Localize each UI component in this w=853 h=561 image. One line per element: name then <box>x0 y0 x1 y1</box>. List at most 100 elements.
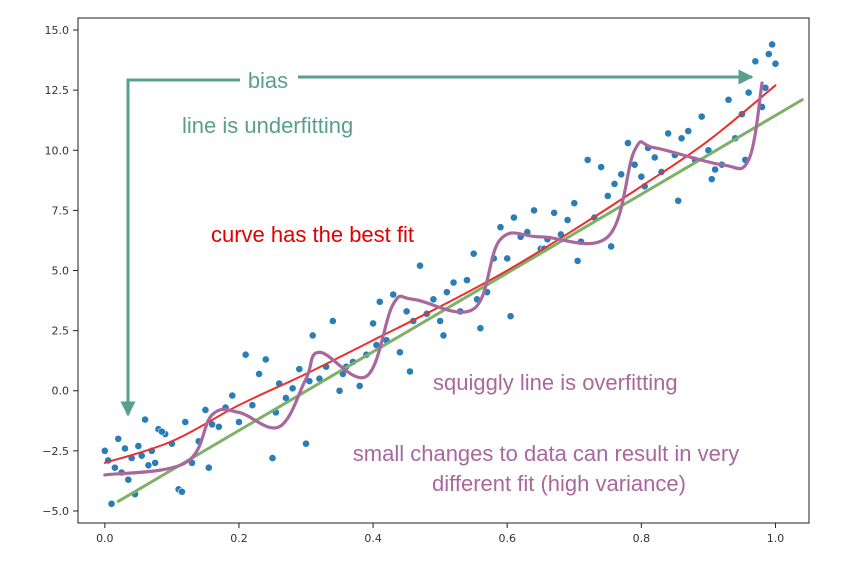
data-point <box>124 475 133 484</box>
data-point <box>214 422 223 431</box>
variance-label-line2: different fit (high variance) <box>432 471 686 496</box>
data-point <box>204 463 213 472</box>
data-point <box>100 446 109 455</box>
data-point <box>664 129 673 138</box>
data-point <box>429 295 438 304</box>
data-point <box>436 317 445 325</box>
data-point <box>228 391 237 400</box>
data-point <box>449 278 458 287</box>
data-point <box>121 444 129 453</box>
data-point <box>768 40 777 49</box>
data-point <box>530 206 538 215</box>
data-point <box>439 331 448 340</box>
data-point <box>402 307 411 316</box>
data-point <box>684 127 693 135</box>
data-point <box>771 59 780 68</box>
data-point <box>624 139 632 147</box>
data-point <box>563 216 572 224</box>
data-point <box>369 319 377 328</box>
overfitting-label: squiggly line is overfitting <box>433 370 678 395</box>
fit-lines <box>103 81 804 503</box>
data-point <box>107 499 116 508</box>
x-axis: 0.0 0.2 0.4 0.6 0.8 1.0 <box>96 523 784 545</box>
data-point <box>550 208 559 217</box>
data-point <box>506 312 515 321</box>
data-point <box>744 88 753 97</box>
data-point <box>573 256 582 265</box>
underfitting-label: line is underfitting <box>182 113 353 138</box>
data-point <box>637 172 646 181</box>
data-point <box>308 331 317 340</box>
y-tick-label: 7.5 <box>52 204 70 217</box>
y-tick-label: 15.0 <box>45 24 70 37</box>
data-point <box>463 276 471 285</box>
data-point <box>144 461 153 470</box>
data-point <box>697 112 706 121</box>
squiggle-line <box>103 81 764 477</box>
data-point <box>151 458 160 467</box>
best-fit-label: curve has the best fit <box>211 222 414 247</box>
data-point <box>295 365 304 373</box>
y-tick-label: 0.0 <box>52 385 70 398</box>
data-point <box>583 155 592 164</box>
x-tick-label: 0.6 <box>498 532 516 545</box>
data-point <box>607 242 616 251</box>
data-point <box>751 57 760 66</box>
data-point <box>496 223 505 232</box>
data-point <box>617 170 626 179</box>
data-point <box>711 165 720 174</box>
data-point <box>261 355 270 364</box>
data-point <box>241 350 250 359</box>
data-point <box>724 95 733 104</box>
x-tick-label: 0.0 <box>96 532 114 545</box>
x-tick-label: 0.2 <box>230 532 248 545</box>
data-point <box>328 317 337 325</box>
data-point <box>114 434 123 443</box>
x-tick-label: 0.4 <box>364 532 382 545</box>
data-point <box>110 463 119 472</box>
data-point <box>268 454 277 462</box>
variance-label-line1: small changes to data can result in very <box>353 441 739 466</box>
data-point <box>610 180 619 188</box>
data-point <box>134 442 143 450</box>
data-point <box>597 163 606 171</box>
data-point <box>375 297 384 306</box>
data-point <box>178 487 186 496</box>
x-tick-label: 0.8 <box>633 532 651 545</box>
data-point <box>442 288 451 297</box>
y-tick-label: 2.5 <box>52 325 70 338</box>
data-point <box>181 418 190 426</box>
data-point <box>396 348 404 357</box>
data-point <box>764 50 773 58</box>
bias-arrow-left <box>120 78 240 417</box>
y-tick-label: 5.0 <box>52 265 70 278</box>
data-point <box>157 427 166 436</box>
y-tick-label: −2.5 <box>42 445 69 458</box>
data-point <box>389 290 398 299</box>
data-point <box>510 213 518 222</box>
data-point <box>355 382 364 390</box>
y-tick-label: 12.5 <box>45 84 70 97</box>
data-point <box>570 199 579 208</box>
data-point <box>141 415 149 424</box>
data-point <box>335 386 344 395</box>
data-point <box>416 261 424 270</box>
y-tick-label: −5.0 <box>42 505 69 518</box>
y-axis: −5.0 −2.5 0.0 2.5 5.0 7.5 10.0 12.5 15.0 <box>42 24 78 518</box>
data-point <box>503 254 512 263</box>
data-point <box>288 384 297 393</box>
data-point <box>469 249 478 258</box>
data-point <box>255 370 263 378</box>
data-point <box>201 406 210 414</box>
data-point <box>677 134 686 143</box>
data-point <box>674 196 683 205</box>
data-point <box>707 175 716 184</box>
data-point <box>302 439 310 448</box>
data-point <box>603 192 612 200</box>
data-point <box>406 367 414 376</box>
x-tick-label: 1.0 <box>767 532 785 545</box>
y-tick-label: 10.0 <box>45 144 70 157</box>
linear-fit-line <box>116 98 804 503</box>
data-points <box>100 40 780 508</box>
